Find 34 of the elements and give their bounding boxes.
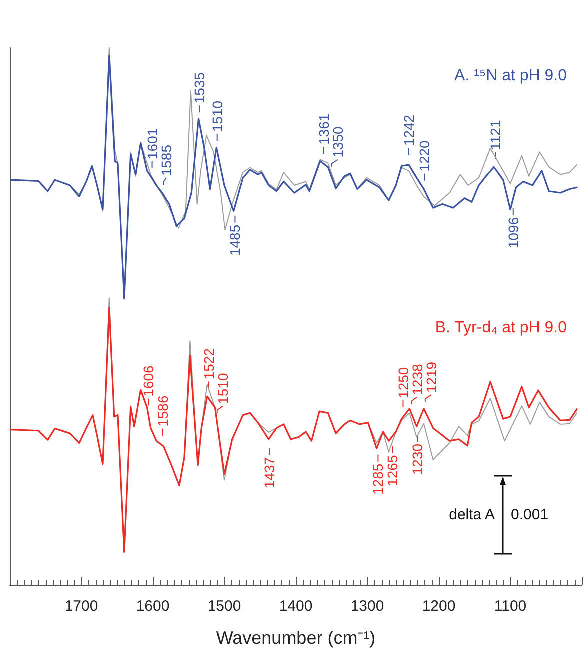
x-tick-label: 1700 — [64, 598, 98, 615]
annotation: 1601 — [144, 128, 160, 160]
annotation: 1220 — [416, 140, 433, 172]
annotation: 1096 — [505, 217, 522, 249]
x-axis-title: Wavenumber (cm⁻¹) — [216, 628, 376, 648]
text: B. Tyr-d₄ at pH 9.0 — [435, 319, 568, 336]
annotation: 1586 — [155, 396, 172, 427]
x-tick-label: 1400 — [279, 598, 313, 615]
annotation: 1219 — [423, 362, 440, 394]
x-tick-label: 1300 — [350, 598, 384, 615]
annotation: delta A — [449, 506, 495, 524]
annotation: 1510 — [209, 100, 226, 132]
x-tick-label: 1200 — [422, 598, 456, 615]
annotation: 1535 — [191, 72, 208, 104]
annotation: 1230 — [410, 444, 426, 476]
annotation: 1585 — [158, 144, 174, 176]
annotation: 1238 — [409, 364, 426, 396]
annotation: 1437 — [262, 457, 278, 489]
annotation: 1361 — [316, 114, 332, 145]
annotation: 1522 — [200, 348, 217, 380]
x-tick-label: 1600 — [136, 598, 170, 615]
annotation: 1606 — [140, 365, 157, 397]
annotation: 1242 — [400, 114, 417, 146]
annotation: 0.001 — [511, 506, 549, 524]
annotation: 1250 — [395, 367, 412, 398]
annotation: 1121 — [487, 120, 504, 150]
annotation: 1265 — [384, 455, 401, 486]
text: A. ¹⁵N at pH 9.0 — [454, 68, 568, 85]
annotation: 1350 — [330, 126, 346, 158]
annotation: 1285 — [370, 464, 386, 495]
x-tick-label: 1100 — [494, 598, 527, 615]
annotation: 1510 — [214, 373, 231, 404]
annotation: 1485 — [227, 224, 244, 256]
x-tick-label: 1500 — [208, 598, 242, 615]
